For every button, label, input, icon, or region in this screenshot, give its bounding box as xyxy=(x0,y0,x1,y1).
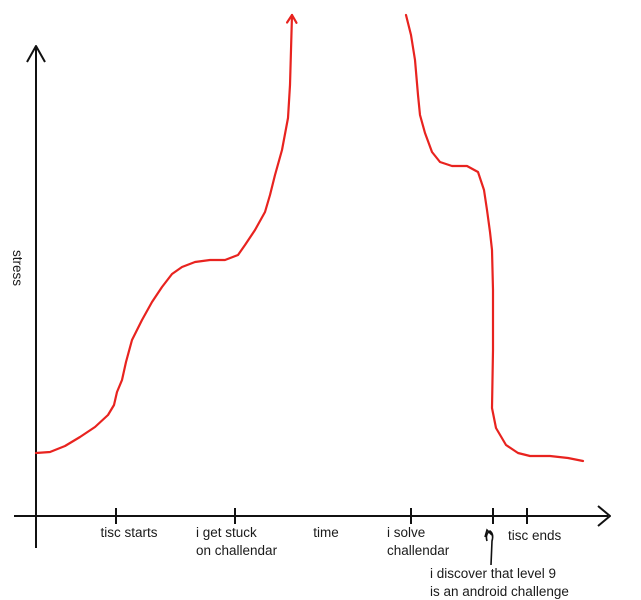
pointer-arrow-icon xyxy=(485,530,494,566)
stress-line-arrow-icon xyxy=(285,13,298,24)
x-tick-labels: tisc starts i get stuck on challendar i sol… xyxy=(100,525,568,599)
x-ticks xyxy=(115,508,528,524)
x-tick-label-line: tisc starts xyxy=(100,525,157,540)
stress-line-segment-2 xyxy=(404,13,585,463)
x-tick-label-android: i discover that level 9 is an android cha… xyxy=(430,566,569,599)
x-axis-arrow-icon xyxy=(597,505,611,527)
x-tick-label-line: on challendar xyxy=(196,543,278,558)
pointer-arrow-head-icon xyxy=(484,528,493,538)
y-axis-arrow-icon xyxy=(26,45,46,63)
x-tick-label-tisc-starts: tisc starts xyxy=(100,525,157,540)
x-tick-label-line: challendar xyxy=(387,543,450,558)
series-lines xyxy=(34,13,585,463)
x-tick-label-line: i solve xyxy=(387,525,425,540)
x-tick-label-line: i discover that level 9 xyxy=(430,566,556,581)
x-axis-label: time xyxy=(313,525,339,540)
axes xyxy=(14,45,611,548)
x-tick-label-solve: i solve challendar xyxy=(387,525,450,558)
y-axis-label: stress xyxy=(10,250,25,286)
x-tick-label-line: tisc ends xyxy=(508,528,562,543)
stress-line-segment-1 xyxy=(34,13,294,455)
x-tick-label-stuck: i get stuck on challendar xyxy=(196,525,278,558)
x-tick-label-line: is an android challenge xyxy=(430,584,569,599)
x-tick-label-tisc-ends: tisc ends xyxy=(508,528,562,543)
x-tick-label-line: i get stuck xyxy=(196,525,257,540)
